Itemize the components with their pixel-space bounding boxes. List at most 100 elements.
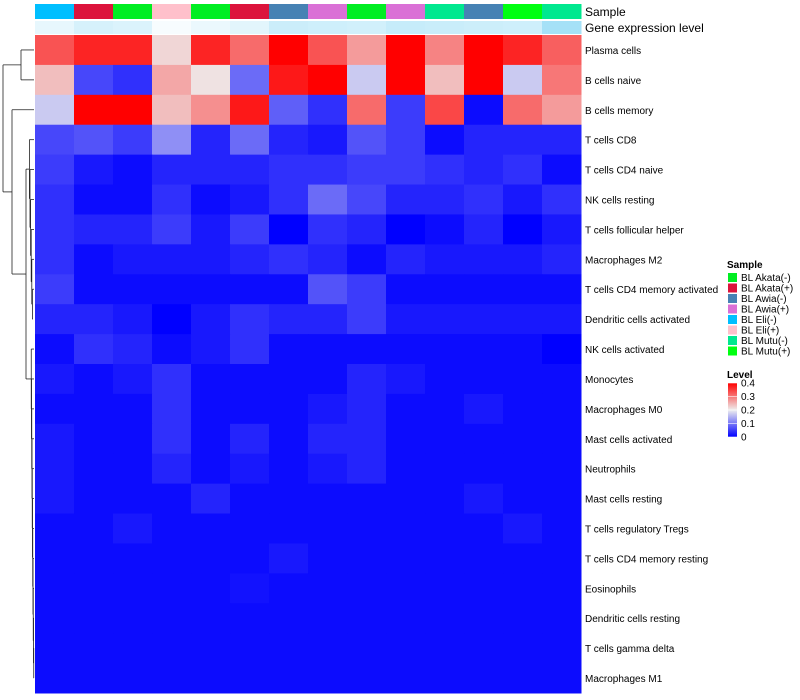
legend-swatch (728, 283, 737, 293)
level-tick-label: 0.4 (741, 379, 755, 390)
heatmap-cell (152, 573, 192, 604)
heatmap-cell (308, 573, 348, 604)
heatmap-cell (347, 543, 387, 574)
expression-annotation-cell (152, 21, 192, 34)
heatmap-cell (386, 274, 426, 305)
heatmap-cell (308, 633, 348, 664)
legend-label: BL Awia(-) (741, 294, 787, 305)
heatmap-cell (308, 453, 348, 485)
heatmap-cell (152, 124, 192, 156)
row-dendrogram (2, 49, 35, 679)
heatmap-cell (503, 483, 543, 515)
heatmap-cell (191, 244, 231, 275)
heatmap-cell (113, 64, 153, 96)
heatmap-cell (425, 483, 465, 515)
heatmap-cell (347, 513, 387, 544)
heatmap-cell (74, 184, 114, 215)
heatmap-cell (425, 513, 465, 544)
heatmap-cell (35, 453, 75, 485)
heatmap-cell (230, 94, 270, 126)
heatmap-cell (35, 64, 75, 96)
heatmap-cell (542, 244, 582, 275)
heatmap-cell (35, 124, 75, 156)
heatmap-cell (113, 94, 153, 126)
heatmap-cell (542, 483, 582, 515)
heatmap-cell (35, 364, 75, 395)
expression-annotation-cell (35, 21, 75, 34)
heatmap-cell (464, 334, 504, 365)
heatmap-cell (503, 393, 543, 425)
heatmap-cell (542, 124, 582, 156)
heatmap-cell (503, 603, 543, 634)
heatmap-cell (191, 304, 231, 335)
heatmap-cell (503, 663, 543, 694)
heatmap-cell (152, 334, 192, 365)
legend-label: BL Akata(+) (741, 284, 793, 295)
row-label: T cells regulatory Tregs (585, 525, 689, 536)
heatmap-cell (74, 124, 114, 156)
heatmap-cell (425, 154, 465, 186)
heatmap-cell (503, 304, 543, 335)
heatmap-cell (269, 364, 309, 395)
heatmap-cell (35, 304, 75, 335)
heatmap-cell (74, 304, 114, 335)
legend-label: BL Eli(-) (741, 315, 777, 326)
heatmap-cell (464, 64, 504, 96)
heatmap-cell (35, 543, 75, 574)
heatmap-cell (347, 364, 387, 395)
heatmap-cell (542, 154, 582, 186)
heatmap-cell (113, 663, 153, 694)
heatmap-cell (386, 423, 426, 455)
heatmap-cell (269, 274, 309, 305)
heatmap-cell (542, 184, 582, 215)
sample-annotation-cell (308, 4, 348, 19)
heatmap-cell (269, 573, 309, 604)
heatmap-cell (74, 663, 114, 694)
heatmap-cell (152, 35, 192, 66)
heatmap-cell (74, 513, 114, 544)
heatmap-cell (308, 513, 348, 544)
heatmap-cell (503, 513, 543, 544)
heatmap-cell (542, 214, 582, 245)
heatmap-cell (74, 334, 114, 365)
heatmap-cell (269, 513, 309, 544)
expression-annotation-cell (74, 21, 114, 34)
legend-swatch (728, 315, 737, 324)
heatmap-cell (308, 35, 348, 66)
heatmap-cell (386, 513, 426, 544)
heatmap-cell (113, 244, 153, 275)
heatmap-cell (308, 214, 348, 245)
level-tick-label: 0.2 (741, 406, 755, 417)
heatmap-cell (230, 513, 270, 544)
heatmap-cell (308, 663, 348, 694)
sample-annotation-cell (74, 4, 114, 19)
heatmap-cell (35, 94, 75, 126)
heatmap-cell (35, 244, 75, 275)
heatmap-cell (386, 94, 426, 126)
heatmap-cell (425, 603, 465, 634)
heatmap-cell (425, 453, 465, 485)
heatmap-cell (347, 663, 387, 694)
heatmap-cell (191, 94, 231, 126)
heatmap-cell (113, 573, 153, 604)
legend-swatch (728, 325, 737, 335)
heatmap-cell (230, 214, 270, 245)
heatmap-cell (308, 393, 348, 425)
heatmap-cell (230, 35, 270, 66)
legend-label: BL Eli(+) (741, 326, 779, 337)
heatmap-cell (35, 184, 75, 215)
row-label: NK cells activated (585, 345, 664, 356)
heatmap-cell (152, 453, 192, 485)
heatmap-cell (152, 393, 192, 425)
legend-label: BL Mutu(-) (741, 336, 788, 347)
heatmap-cell (308, 603, 348, 634)
heatmap-cell (464, 364, 504, 395)
heatmap-cell (35, 483, 75, 515)
heatmap-cell (542, 364, 582, 395)
heatmap-cell (308, 483, 348, 515)
sample-annotation-cell (503, 4, 543, 19)
heatmap-cell (386, 64, 426, 96)
heatmap-cell (230, 184, 270, 215)
heatmap-cell (308, 304, 348, 335)
heatmap-cell (425, 274, 465, 305)
